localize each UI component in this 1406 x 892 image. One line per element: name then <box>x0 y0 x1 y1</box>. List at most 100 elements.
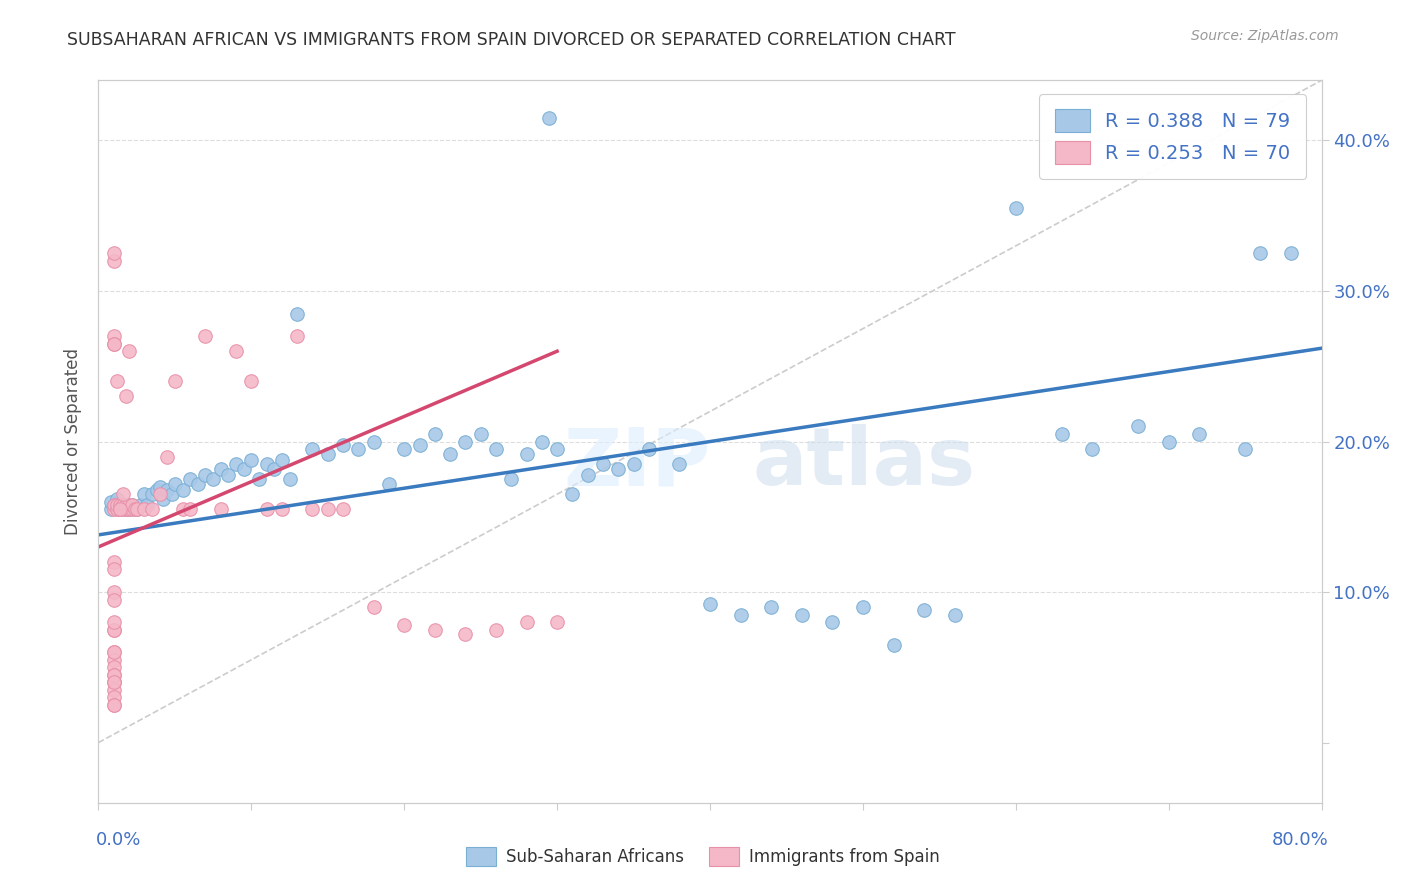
Text: 0.0%: 0.0% <box>96 831 141 849</box>
Point <box>240 374 263 388</box>
Point <box>100 494 122 508</box>
Point <box>121 498 143 512</box>
Point <box>141 487 163 501</box>
Point <box>103 653 125 667</box>
Point <box>730 607 752 622</box>
Point <box>108 502 131 516</box>
Point <box>103 660 125 674</box>
Point <box>623 457 645 471</box>
Point <box>501 472 523 486</box>
Point <box>1050 427 1073 442</box>
Point <box>124 502 146 516</box>
Point <box>103 698 125 712</box>
Point <box>172 502 194 516</box>
Point <box>156 450 179 464</box>
Legend: Sub-Saharan Africans, Immigrants from Spain: Sub-Saharan Africans, Immigrants from Sp… <box>460 840 946 873</box>
Point <box>125 502 148 516</box>
Point <box>103 675 125 690</box>
Point <box>363 600 385 615</box>
Point <box>1188 427 1211 442</box>
Point <box>103 246 125 260</box>
Point <box>103 682 125 697</box>
Point <box>439 446 461 460</box>
Point <box>285 307 308 321</box>
Point <box>561 487 583 501</box>
Point <box>592 457 614 471</box>
Point <box>194 329 217 343</box>
Point <box>118 344 141 359</box>
Point <box>103 329 125 343</box>
Point <box>103 502 125 516</box>
Point <box>1157 434 1180 449</box>
Y-axis label: Divorced or Separated: Divorced or Separated <box>65 348 83 535</box>
Point <box>1279 246 1302 260</box>
Point <box>111 487 134 501</box>
Point <box>134 487 156 501</box>
Point <box>103 615 125 630</box>
Point <box>103 623 125 637</box>
Point <box>240 452 263 467</box>
Point <box>1234 442 1257 456</box>
Point <box>103 498 125 512</box>
Point <box>759 600 782 615</box>
Point <box>103 698 125 712</box>
Point <box>103 498 125 512</box>
Point <box>105 502 128 516</box>
Point <box>530 434 553 449</box>
Point <box>607 461 630 475</box>
Point <box>423 427 446 442</box>
Point <box>134 502 156 516</box>
Point <box>103 675 125 690</box>
Point <box>145 483 167 497</box>
Point <box>118 498 141 512</box>
Point <box>129 498 152 512</box>
Point <box>408 437 430 451</box>
Point <box>363 434 385 449</box>
Point <box>179 502 201 516</box>
Point <box>378 476 401 491</box>
Point <box>160 487 183 501</box>
Point <box>121 498 143 512</box>
Point <box>454 627 477 641</box>
Point <box>103 253 125 268</box>
Point <box>232 461 254 475</box>
Point <box>637 442 661 456</box>
Point <box>821 615 844 630</box>
Point <box>121 502 143 516</box>
Point <box>263 461 285 475</box>
Point <box>163 476 186 491</box>
Point <box>546 442 568 456</box>
Point <box>125 502 148 516</box>
Point <box>301 502 323 516</box>
Point <box>347 442 370 456</box>
Point <box>115 502 138 516</box>
Point <box>423 623 446 637</box>
Point <box>278 472 301 486</box>
Point <box>105 491 128 506</box>
Point <box>115 389 138 403</box>
Text: Source: ZipAtlas.com: Source: ZipAtlas.com <box>1191 29 1339 43</box>
Point <box>852 600 875 615</box>
Point <box>103 336 125 351</box>
Point <box>108 502 131 516</box>
Point <box>485 442 508 456</box>
Point <box>1128 419 1150 434</box>
Point <box>225 457 247 471</box>
Point <box>332 502 354 516</box>
Point <box>247 472 270 486</box>
Point <box>790 607 813 622</box>
Point <box>1081 442 1104 456</box>
Point <box>118 502 141 516</box>
Point <box>454 434 477 449</box>
Point <box>108 498 131 512</box>
Point <box>225 344 247 359</box>
Point <box>1004 201 1026 215</box>
Point <box>152 491 174 506</box>
Point <box>209 502 232 516</box>
Point <box>149 480 172 494</box>
Text: ZIP: ZIP <box>564 425 710 502</box>
Point <box>115 498 138 512</box>
Point <box>883 638 905 652</box>
Point <box>111 498 134 512</box>
Point <box>105 374 128 388</box>
